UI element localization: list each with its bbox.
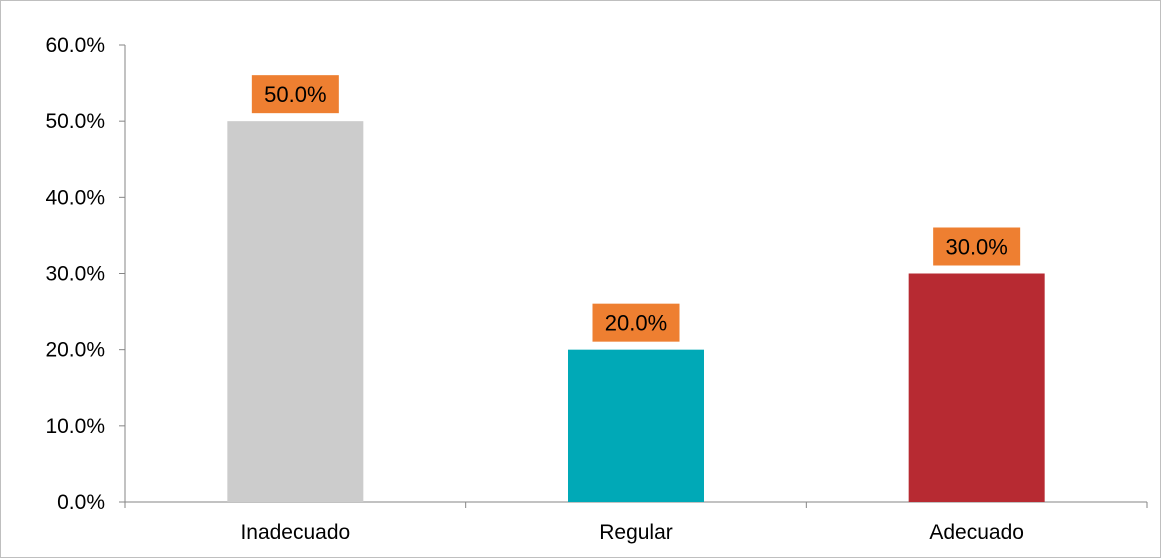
data-label-background xyxy=(933,227,1021,266)
data-label-background xyxy=(251,75,339,114)
bars xyxy=(227,121,1045,503)
data-label: 50.0% xyxy=(251,75,339,114)
x-category-label: Regular xyxy=(599,521,673,544)
bar-regular xyxy=(568,349,704,502)
bar-inadecuado xyxy=(227,121,364,503)
data-label-value: 20.0% xyxy=(605,311,667,336)
data-label-background xyxy=(592,303,680,342)
data-label: 30.0% xyxy=(933,227,1021,266)
data-label-value: 50.0% xyxy=(264,82,326,107)
x-category-label: Adecuado xyxy=(929,521,1024,544)
data-label-value: 30.0% xyxy=(945,235,1007,260)
y-tick-label: 40.0% xyxy=(45,186,105,209)
y-tick-label: 0.0% xyxy=(57,491,105,514)
axes: 0.0% 10.0% 20.0% 30.0% 40.0% 50.0% 60.0% Inadec… xyxy=(45,34,1148,544)
y-tick-label: 10.0% xyxy=(45,415,105,438)
y-tick-label: 30.0% xyxy=(45,263,105,286)
x-category-label: Inadecuado xyxy=(240,521,350,544)
y-tick-label: 20.0% xyxy=(45,339,105,362)
bar-adecuado xyxy=(908,273,1045,502)
y-tick-label: 60.0% xyxy=(45,34,105,57)
data-label: 20.0% xyxy=(592,303,680,342)
data-labels: 50.0% 20.0% 30.0% xyxy=(251,75,1021,342)
y-tick-label: 50.0% xyxy=(45,110,105,133)
